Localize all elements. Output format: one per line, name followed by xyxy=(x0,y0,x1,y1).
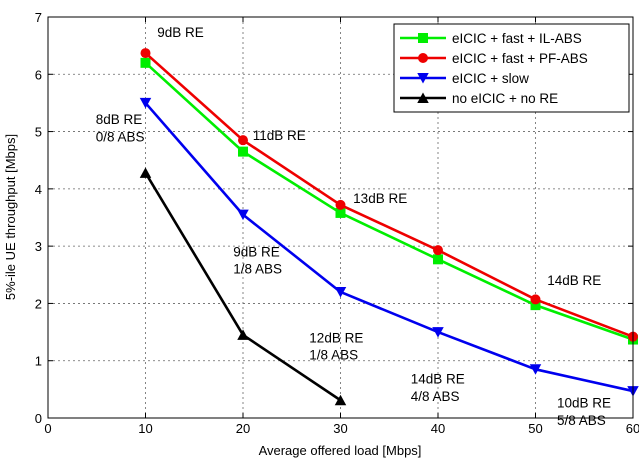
x-tick-label: 0 xyxy=(44,421,51,436)
legend-label: eICIC + fast + IL-ABS xyxy=(452,31,582,46)
y-tick-label: 6 xyxy=(35,67,42,82)
legend-marker xyxy=(417,92,429,103)
data-point xyxy=(335,199,346,210)
series-1 xyxy=(140,48,638,342)
series-line xyxy=(144,102,634,393)
annotation-label: 13dB RE xyxy=(353,191,407,206)
legend-item: eICIC + fast + IL-ABS xyxy=(400,31,582,46)
data-point xyxy=(432,327,444,338)
x-tick-label: 60 xyxy=(626,421,639,436)
series-line xyxy=(144,52,634,338)
data-point xyxy=(530,300,541,311)
y-tick-label: 5 xyxy=(35,125,42,140)
legend-label: eICIC + fast + PF-ABS xyxy=(452,51,588,66)
data-point xyxy=(335,207,346,218)
series-group xyxy=(139,48,639,406)
data-point xyxy=(237,209,249,221)
data-point xyxy=(139,167,152,178)
data-point xyxy=(334,286,347,298)
annotations: 9dB RE 11dB RE 13dB RE 14dB RE 8dB RE 0/8 ABS… xyxy=(96,25,611,428)
series-line xyxy=(144,61,634,341)
series-2 xyxy=(139,97,639,397)
data-point xyxy=(530,294,541,305)
annotation-label: 14dB RE xyxy=(547,273,601,288)
annotation-label: 9dB RE xyxy=(233,244,280,259)
x-tick-label: 30 xyxy=(333,421,347,436)
legend: eICIC + fast + IL-ABS eICIC + fast + PF-A… xyxy=(393,23,630,113)
legend-marker xyxy=(418,53,428,63)
annotation-label: 11dB RE xyxy=(253,128,306,143)
annotation-label: 4/8 ABS xyxy=(411,389,460,404)
x-tick-label: 10 xyxy=(138,421,152,436)
data-point xyxy=(238,146,248,157)
y-tick-label: 4 xyxy=(35,182,42,197)
data-point xyxy=(433,254,443,265)
data-point xyxy=(334,394,347,406)
y-tick-label: 0 xyxy=(35,411,42,426)
data-point xyxy=(140,57,151,68)
data-point xyxy=(238,135,248,146)
axis-ticks: 0 10 20 30 40 50 60 0 1 2 3 4 5 6 7 xyxy=(35,10,639,436)
annotation-label: 12dB RE xyxy=(309,330,363,345)
annotation-label: 14dB RE xyxy=(411,372,465,387)
y-tick-label: 1 xyxy=(35,354,42,369)
data-point xyxy=(433,245,443,256)
legend-marker xyxy=(418,33,428,43)
annotation-label: 5/8 ABS xyxy=(557,413,606,428)
y-tick-label: 3 xyxy=(35,239,42,254)
annotation-label: 1/8 ABS xyxy=(309,348,358,363)
annotation-label: 10dB RE xyxy=(557,396,611,411)
series-3 xyxy=(139,167,347,406)
annotation-label: 0/8 ABS xyxy=(96,129,145,144)
legend-item: eICIC + slow xyxy=(400,71,529,86)
legend-item: no eICIC + no RE xyxy=(400,91,558,106)
data-point xyxy=(140,48,151,59)
legend-item: eICIC + fast + PF-ABS xyxy=(400,51,588,66)
y-tick-label: 7 xyxy=(35,10,42,25)
x-tick-label: 20 xyxy=(236,421,250,436)
legend-label: no eICIC + no RE xyxy=(452,91,558,106)
x-tick-label: 50 xyxy=(528,421,542,436)
data-point xyxy=(237,329,249,340)
annotation-label: 9dB RE xyxy=(157,25,204,40)
x-axis-title: Average offered load [Mbps] xyxy=(259,443,422,458)
annotation-label: 8dB RE xyxy=(96,112,143,127)
data-point xyxy=(529,364,542,375)
x-tick-label: 40 xyxy=(431,421,445,436)
y-tick-label: 2 xyxy=(35,296,42,311)
data-point xyxy=(139,97,152,109)
y-axis-title: 5%-ile UE throughput [Mbps] xyxy=(3,134,18,300)
legend-label: eICIC + slow xyxy=(452,71,529,86)
legend-marker xyxy=(417,73,429,84)
annotation-label: 1/8 ABS xyxy=(233,262,282,277)
